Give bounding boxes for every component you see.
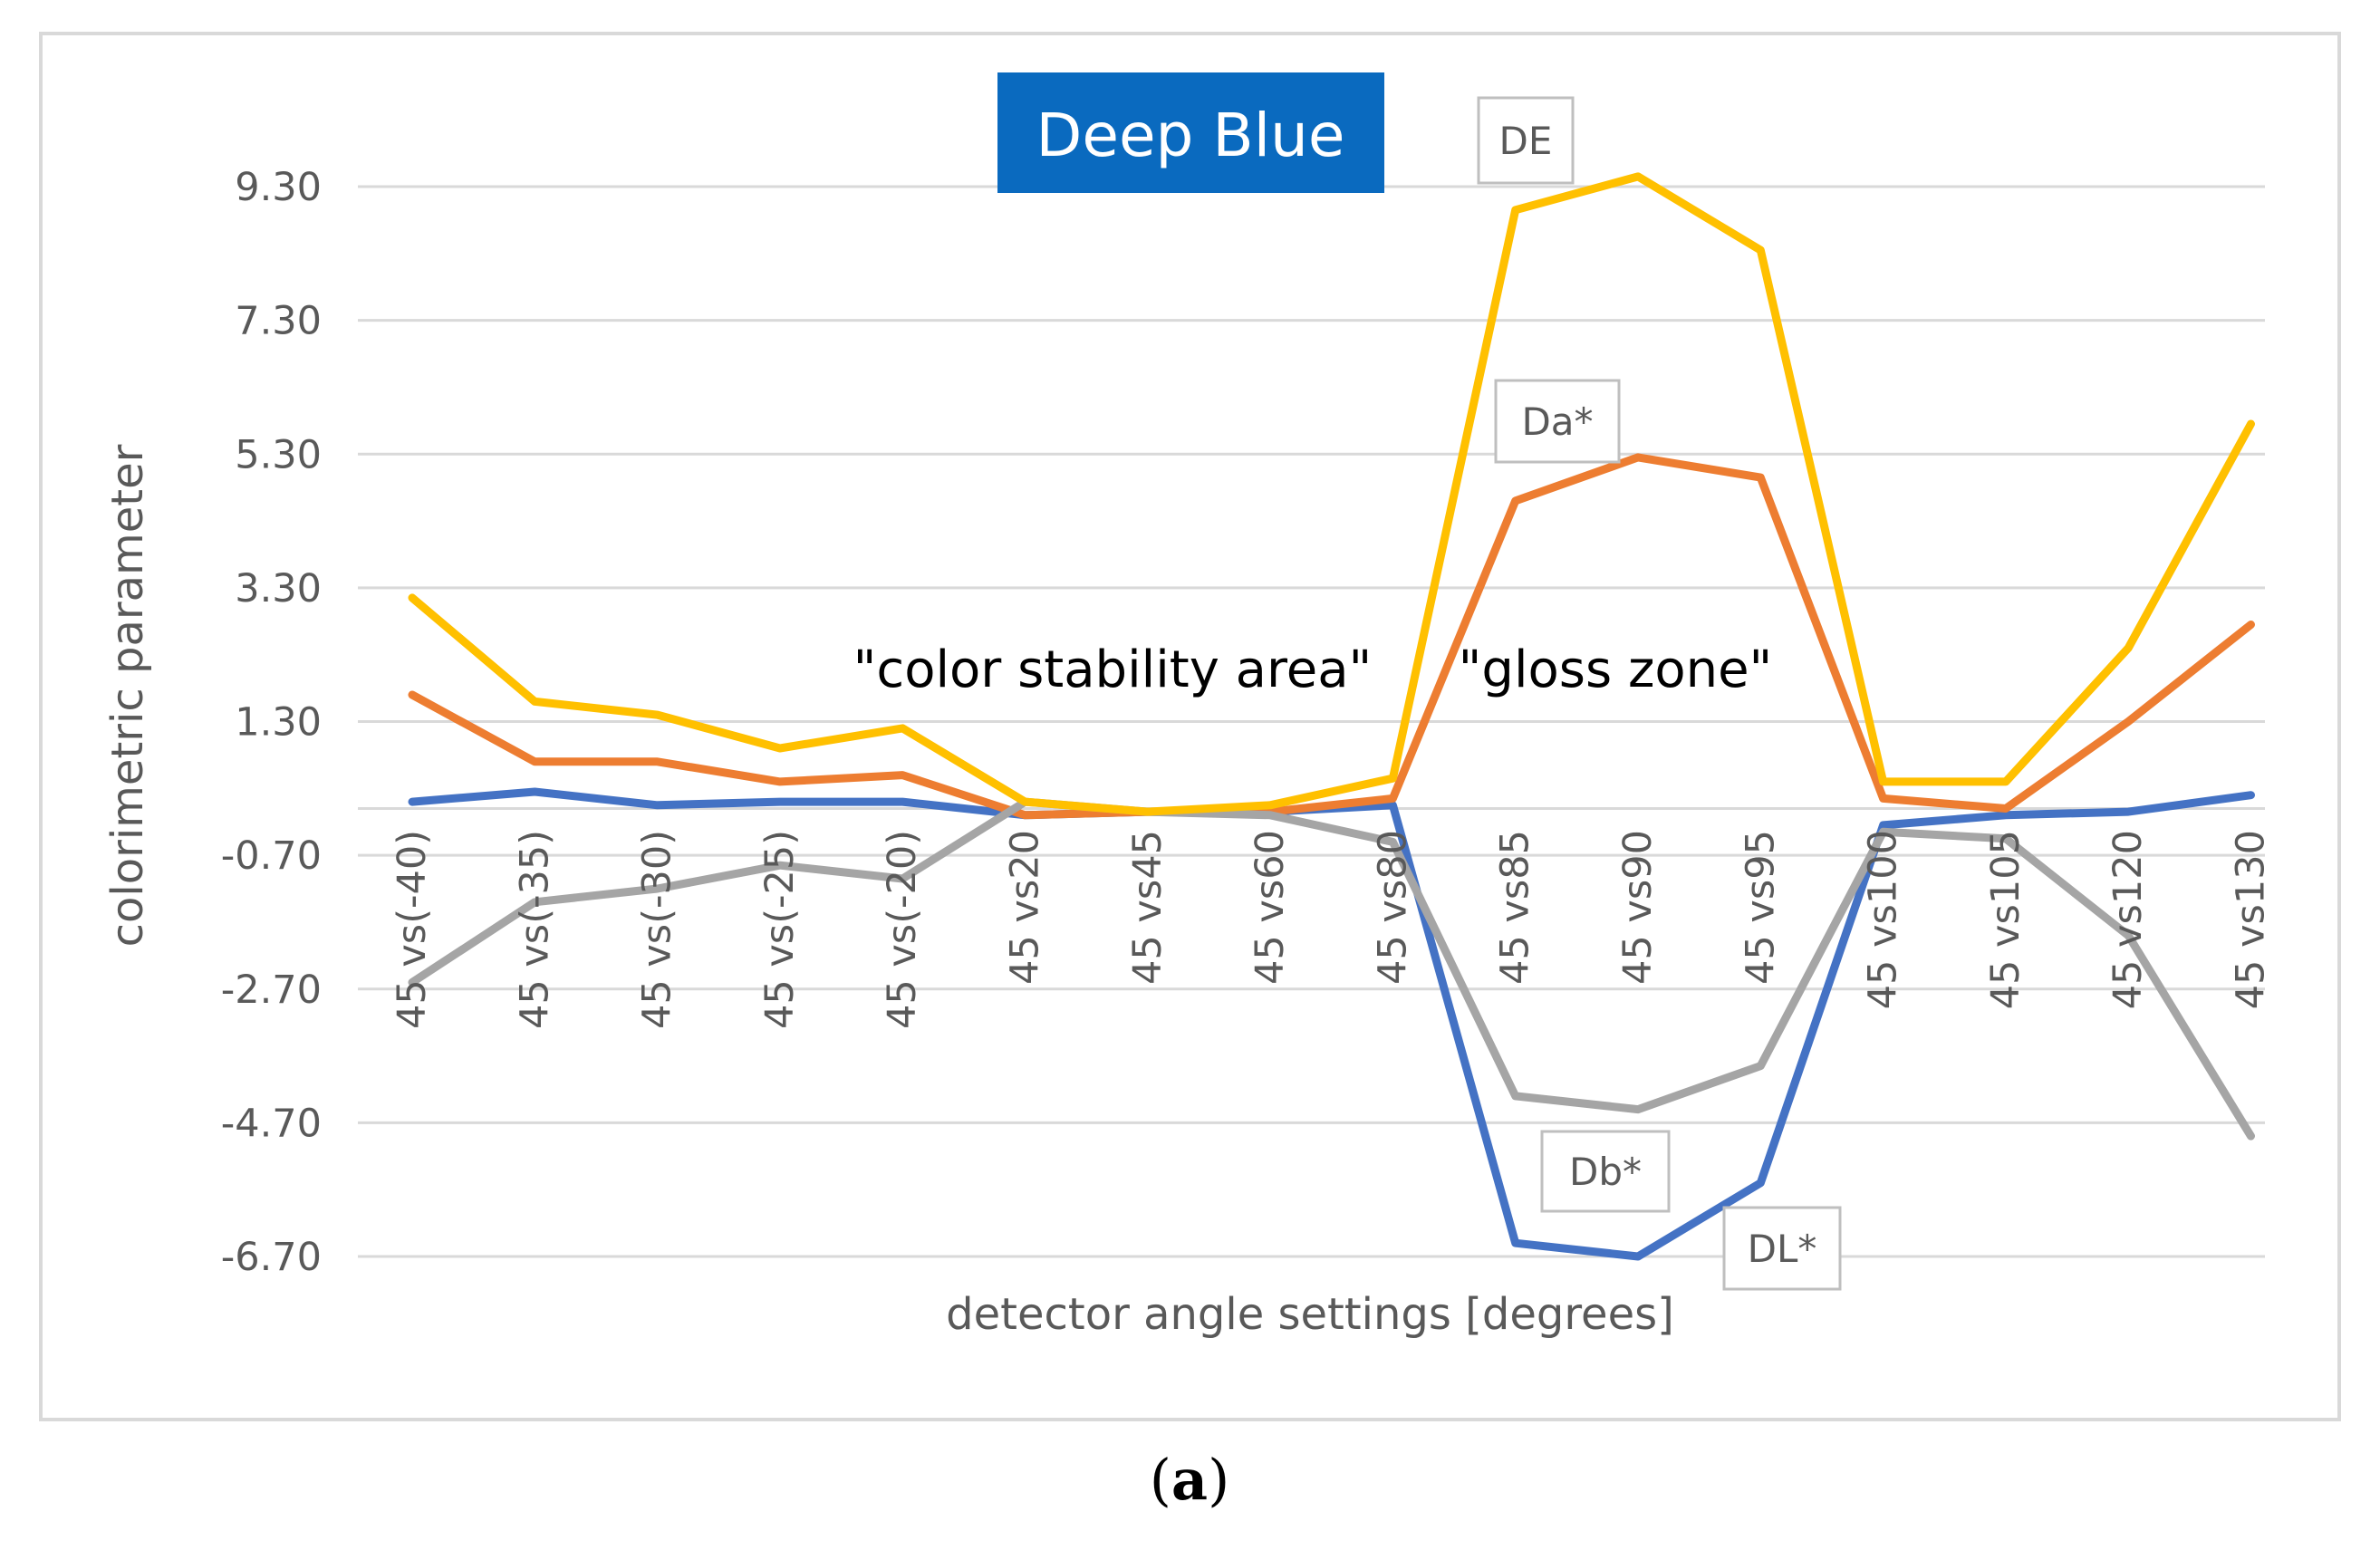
x-tick-label: 45 vs60 bbox=[1248, 830, 1293, 985]
x-tick-label: 45 vs80 bbox=[1370, 830, 1415, 985]
gridlines bbox=[358, 185, 2265, 1258]
chart-title-box bbox=[997, 72, 1384, 193]
x-tick-label: 45 vs(-40) bbox=[390, 830, 435, 1029]
x-tick-label: 45 vs(-35) bbox=[512, 830, 557, 1029]
series-line-da bbox=[408, 453, 2255, 820]
y-tick-label: -6.70 bbox=[221, 1235, 322, 1280]
x-tick-label: 45 vs90 bbox=[1615, 830, 1661, 985]
series-lines bbox=[408, 172, 2255, 1261]
y-tick-label: -4.70 bbox=[221, 1101, 322, 1146]
y-tick-label: -0.70 bbox=[221, 833, 322, 879]
y-tick-label: 3.30 bbox=[235, 566, 322, 611]
series-label-de: DE bbox=[1499, 119, 1553, 163]
x-axis-ticks: 45 vs(-40) 45 vs(-35) 45 vs(-30) 45 vs(-25)… bbox=[390, 830, 2274, 1029]
x-tick-label: 45 vs45 bbox=[1125, 830, 1171, 985]
y-tick-label: 9.30 bbox=[235, 165, 322, 210]
x-tick-label: 45 vs95 bbox=[1738, 830, 1783, 985]
series-label-box-dl bbox=[1722, 1206, 1842, 1291]
series-label-da: Da* bbox=[1521, 400, 1593, 444]
series-label-db: Db* bbox=[1569, 1150, 1642, 1194]
chart-title: Deep Blue bbox=[1036, 101, 1345, 170]
x-tick-label: 45 vs(-20) bbox=[880, 830, 925, 1029]
x-tick-label: 45 vs85 bbox=[1493, 830, 1538, 985]
x-tick-label: 45 vs(-30) bbox=[635, 830, 680, 1029]
x-tick-label: 45 vs120 bbox=[2105, 830, 2151, 1009]
annotation-color-stability-area: "color stability area" bbox=[853, 640, 1373, 699]
y-tick-label: 7.30 bbox=[235, 299, 322, 344]
chart-frame bbox=[39, 32, 2341, 1421]
series-label-dl: DL* bbox=[1748, 1227, 1817, 1271]
figure-caption: (a) bbox=[1150, 1447, 1230, 1513]
series-label-box-db bbox=[1540, 1130, 1671, 1213]
x-tick-label: 45 vs105 bbox=[1983, 830, 2028, 1009]
y-tick-label: -2.70 bbox=[221, 968, 322, 1013]
series-line-db bbox=[408, 797, 2255, 1141]
y-axis-title: colorimetric parameter bbox=[102, 444, 153, 947]
y-tick-label: 1.30 bbox=[235, 700, 322, 746]
x-axis-title: detector angle settings [degrees] bbox=[946, 1289, 1674, 1340]
series-label-box-de bbox=[1477, 96, 1575, 185]
series-label-box-da bbox=[1494, 379, 1621, 464]
y-tick-label: 5.30 bbox=[235, 432, 322, 477]
series-line-de bbox=[408, 172, 2255, 816]
x-tick-label: 45 vs(-25) bbox=[757, 830, 803, 1029]
annotation-gloss-zone: "gloss zone" bbox=[1459, 640, 1773, 699]
y-axis-ticks: 9.30 7.30 5.30 3.30 1.30 -0.70 -2.70 -4.70 -6.70 bbox=[221, 165, 322, 1280]
x-tick-label: 45 vs100 bbox=[1861, 830, 1906, 1009]
x-tick-label: 45 vs130 bbox=[2229, 830, 2274, 1009]
x-tick-label: 45 vs20 bbox=[1003, 830, 1048, 985]
